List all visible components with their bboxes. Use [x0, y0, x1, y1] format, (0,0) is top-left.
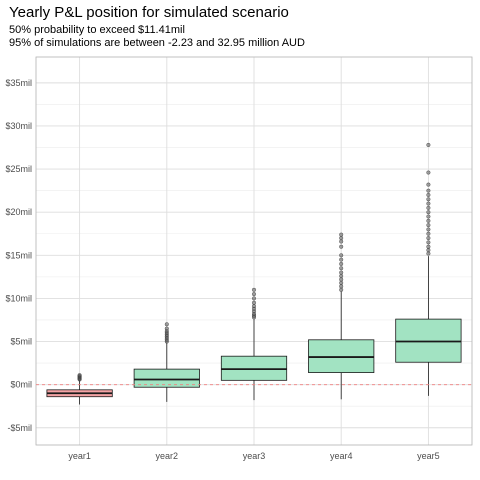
- outlier-point: [251, 292, 256, 297]
- outlier-point: [77, 373, 82, 378]
- outlier-point: [426, 214, 431, 219]
- outlier-point: [426, 236, 431, 241]
- outlier-point: [426, 223, 431, 228]
- outlier-point: [339, 239, 344, 244]
- x-tick-label: year3: [243, 451, 266, 461]
- outlier-point: [426, 227, 431, 232]
- x-tick-label: year1: [68, 451, 91, 461]
- outlier-point: [339, 261, 344, 266]
- outlier-point: [426, 231, 431, 236]
- outlier-point: [426, 188, 431, 193]
- x-tick-label: year4: [330, 451, 353, 461]
- outlier-point: [426, 197, 431, 202]
- outlier-point: [426, 205, 431, 210]
- outlier-point: [426, 218, 431, 223]
- outlier-point: [426, 192, 431, 197]
- outlier-point: [426, 210, 431, 215]
- outlier-point: [339, 277, 344, 282]
- y-tick-label: $35mil: [5, 78, 32, 88]
- outlier-point: [426, 201, 431, 206]
- outlier-point: [426, 251, 431, 256]
- y-tick-label: $10mil: [5, 293, 32, 303]
- outlier-point: [251, 287, 256, 292]
- outlier-point: [339, 284, 344, 289]
- outlier-point: [339, 244, 344, 249]
- y-tick-label: -$5mil: [7, 423, 32, 433]
- outlier-point: [164, 322, 169, 327]
- y-tick-label: $0mil: [10, 380, 32, 390]
- outlier-point: [426, 240, 431, 245]
- outlier-point: [339, 253, 344, 258]
- outlier-point: [339, 287, 344, 292]
- outlier-point: [426, 248, 431, 253]
- outlier-point: [339, 274, 344, 279]
- box-year2: [133, 368, 200, 388]
- y-tick-label: $5mil: [10, 337, 32, 347]
- outlier-point: [426, 170, 431, 175]
- outlier-point: [251, 296, 256, 301]
- outlier-point: [251, 300, 256, 305]
- outlier-point: [426, 142, 431, 147]
- outlier-point: [339, 232, 344, 237]
- outlier-point: [339, 266, 344, 271]
- x-tick-label: year2: [156, 451, 179, 461]
- y-tick-label: $25mil: [5, 164, 32, 174]
- outlier-point: [251, 304, 256, 309]
- outlier-point: [339, 270, 344, 275]
- outlier-point: [426, 182, 431, 187]
- x-tick-label: year5: [417, 451, 440, 461]
- chart-subtitle-range: 95% of simulations are between -2.23 and…: [9, 37, 305, 49]
- outlier-point: [339, 236, 344, 241]
- y-tick-label: $20mil: [5, 207, 32, 217]
- outlier-point: [426, 244, 431, 249]
- y-tick-label: $30mil: [5, 121, 32, 131]
- outlier-point: [164, 326, 169, 331]
- chart-subtitle-probability: 50% probability to exceed $11.41mil: [9, 24, 185, 36]
- y-tick-label: $15mil: [5, 250, 32, 260]
- outlier-point: [339, 280, 344, 285]
- chart-title: Yearly P&L position for simulated scenar…: [9, 4, 289, 21]
- plot-panel-border: [35, 56, 473, 446]
- outlier-point: [339, 257, 344, 262]
